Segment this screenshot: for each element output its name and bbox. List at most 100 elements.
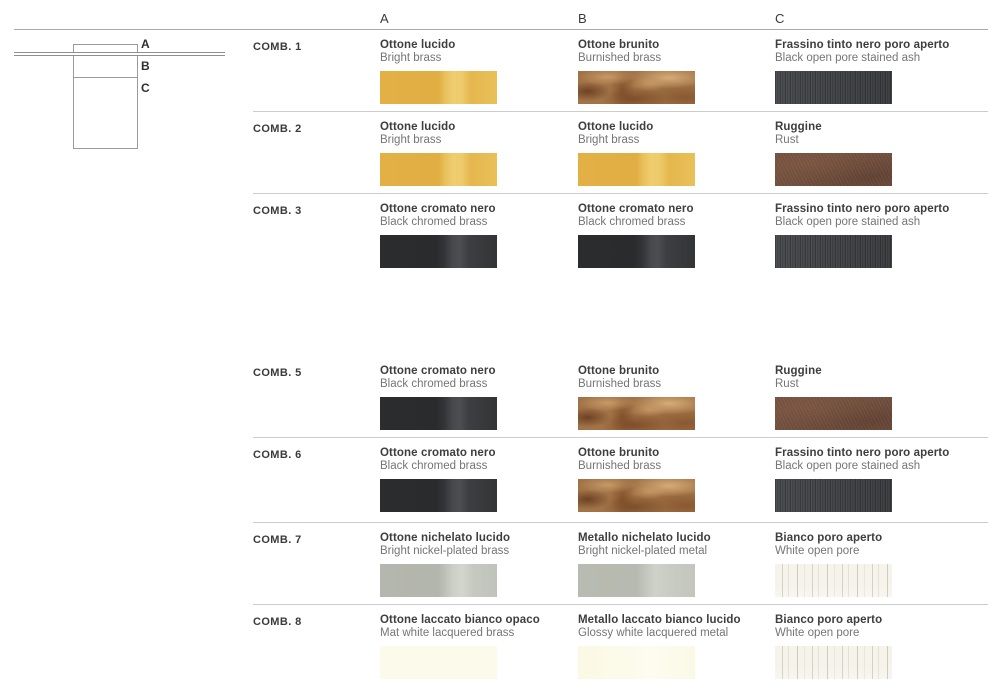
table-row-comb-7: COMB. 7 Ottone nichelato lucido Bright n… xyxy=(253,523,988,605)
table-row-comb-8: COMB. 8 Ottone laccato bianco opaco Mat … xyxy=(253,605,988,687)
table-row-comb-2: COMB. 2 Ottone lucido Bright brass Otton… xyxy=(253,112,988,194)
finish-name-english: Black chromed brass xyxy=(380,460,488,472)
finish-name-italian: Ottone cromato nero xyxy=(380,447,496,459)
finish-swatch xyxy=(775,153,892,186)
finish-swatch xyxy=(380,153,497,186)
finish-cell: Frassino tinto nero poro aperto Black op… xyxy=(775,447,988,522)
finish-swatch xyxy=(775,235,892,268)
finish-name-english: Bright nickel-plated metal xyxy=(578,545,708,557)
finish-name-italian: Ruggine xyxy=(775,121,822,133)
finish-name-english: Black chromed brass xyxy=(380,216,488,228)
combination-label: COMB. 7 xyxy=(253,534,302,546)
finish-swatch xyxy=(380,646,497,679)
combination-label: COMB. 1 xyxy=(253,41,302,53)
finish-swatch xyxy=(775,71,892,104)
finish-cell: Ottone nichelato lucido Bright nickel-pl… xyxy=(380,532,578,604)
finish-name-italian: Ottone cromato nero xyxy=(380,203,496,215)
table-row-comb-3: COMB. 3 Ottone cromato nero Black chrome… xyxy=(253,194,988,276)
finish-swatch xyxy=(578,479,695,512)
finish-name-italian: Ottone brunito xyxy=(578,447,660,459)
finish-swatch xyxy=(775,479,892,512)
finish-swatch xyxy=(380,397,497,430)
finish-cell: Metallo laccato bianco lucido Glossy whi… xyxy=(578,614,775,687)
combination-label: COMB. 5 xyxy=(253,367,302,379)
finish-swatch xyxy=(578,397,695,430)
finish-swatch xyxy=(380,71,497,104)
finish-cell: Ottone brunito Burnished brass xyxy=(578,447,775,522)
finish-cell: Ottone cromato nero Black chromed brass xyxy=(380,365,578,437)
finish-swatch xyxy=(775,646,892,679)
finish-swatch xyxy=(775,397,892,430)
finish-name-italian: Ottone lucido xyxy=(578,121,654,133)
finish-name-english: Bright brass xyxy=(380,52,442,64)
finish-name-english: White open pore xyxy=(775,627,860,639)
finish-name-italian: Ottone cromato nero xyxy=(380,365,496,377)
finish-name-italian: Ottone cromato nero xyxy=(578,203,694,215)
combination-label: COMB. 8 xyxy=(253,616,302,628)
finish-swatch xyxy=(380,235,497,268)
finish-name-italian: Frassino tinto nero poro aperto xyxy=(775,39,950,51)
finish-name-english: Rust xyxy=(775,378,799,390)
finish-name-english: Bright brass xyxy=(578,134,640,146)
finish-name-italian: Ottone brunito xyxy=(578,365,660,377)
finish-cell: Ottone lucido Bright brass xyxy=(578,121,775,193)
column-header-b: B xyxy=(578,11,587,26)
finish-name-italian: Ottone brunito xyxy=(578,39,660,51)
finish-cell: Ottone brunito Burnished brass xyxy=(578,39,775,111)
finish-name-italian: Frassino tinto nero poro aperto xyxy=(775,203,950,215)
finish-cell: Ruggine Rust xyxy=(775,365,988,437)
shelf-double-line xyxy=(14,52,225,56)
finish-name-english: Black chromed brass xyxy=(380,378,488,390)
finish-name-english: Glossy white lacquered metal xyxy=(578,627,729,639)
diagram-label-a: A xyxy=(141,37,150,51)
finish-name-italian: Bianco poro aperto xyxy=(775,614,883,626)
finish-swatch xyxy=(578,153,695,186)
row-group-gap xyxy=(253,276,988,356)
finish-swatch xyxy=(578,646,695,679)
finish-name-italian: Metallo nichelato lucido xyxy=(578,532,711,544)
finish-swatch xyxy=(380,564,497,597)
column-header-c: C xyxy=(775,11,785,26)
finish-name-english: Black open pore stained ash xyxy=(775,460,921,472)
column-header-a: A xyxy=(380,11,389,26)
finish-name-english: Black open pore stained ash xyxy=(775,52,921,64)
finish-cell: Ottone cromato nero Black chromed brass xyxy=(380,447,578,522)
finish-cell: Bianco poro aperto White open pore xyxy=(775,532,988,604)
combination-label: COMB. 6 xyxy=(253,449,302,461)
finish-cell: Ottone brunito Burnished brass xyxy=(578,365,775,437)
header-underline xyxy=(14,29,988,30)
finish-name-italian: Frassino tinto nero poro aperto xyxy=(775,447,950,459)
header-spacer xyxy=(253,11,380,26)
finish-cell: Frassino tinto nero poro aperto Black op… xyxy=(775,203,988,276)
finish-name-english: Rust xyxy=(775,134,799,146)
finish-cell: Ruggine Rust xyxy=(775,121,988,193)
finish-name-english: Burnished brass xyxy=(578,460,662,472)
finish-name-italian: Metallo laccato bianco lucido xyxy=(578,614,741,626)
finish-name-english: Black chromed brass xyxy=(578,216,686,228)
finish-cell: Metallo nichelato lucido Bright nickel-p… xyxy=(578,532,775,604)
combinations-table: COMB. 1 Ottone lucido Bright brass Otton… xyxy=(253,30,988,687)
finish-name-italian: Ottone laccato bianco opaco xyxy=(380,614,540,626)
finish-name-english: Mat white lacquered brass xyxy=(380,627,515,639)
finish-name-english: Bright nickel-plated brass xyxy=(380,545,510,557)
finish-cell: Frassino tinto nero poro aperto Black op… xyxy=(775,39,988,111)
diagram-label-c: C xyxy=(141,81,150,95)
combination-label: COMB. 2 xyxy=(253,123,302,135)
finish-swatch xyxy=(578,235,695,268)
finish-name-italian: Ottone lucido xyxy=(380,121,456,133)
finish-name-english: Burnished brass xyxy=(578,52,662,64)
finish-name-english: Black open pore stained ash xyxy=(775,216,921,228)
finish-cell: Ottone lucido Bright brass xyxy=(380,121,578,193)
table-row-comb-6: COMB. 6 Ottone cromato nero Black chrome… xyxy=(253,438,988,523)
finish-swatch xyxy=(380,479,497,512)
cabinet-divider-line xyxy=(73,77,138,78)
finish-cell: Ottone cromato nero Black chromed brass xyxy=(578,203,775,276)
product-section-diagram: A B C xyxy=(0,0,250,170)
finish-swatch xyxy=(775,564,892,597)
finish-cell: Ottone cromato nero Black chromed brass xyxy=(380,203,578,276)
finish-cell: Ottone lucido Bright brass xyxy=(380,39,578,111)
finish-name-english: Bright brass xyxy=(380,134,442,146)
table-row-comb-5: COMB. 5 Ottone cromato nero Black chrome… xyxy=(253,356,988,438)
diagram-label-b: B xyxy=(141,59,150,73)
finish-name-italian: Ottone nichelato lucido xyxy=(380,532,511,544)
